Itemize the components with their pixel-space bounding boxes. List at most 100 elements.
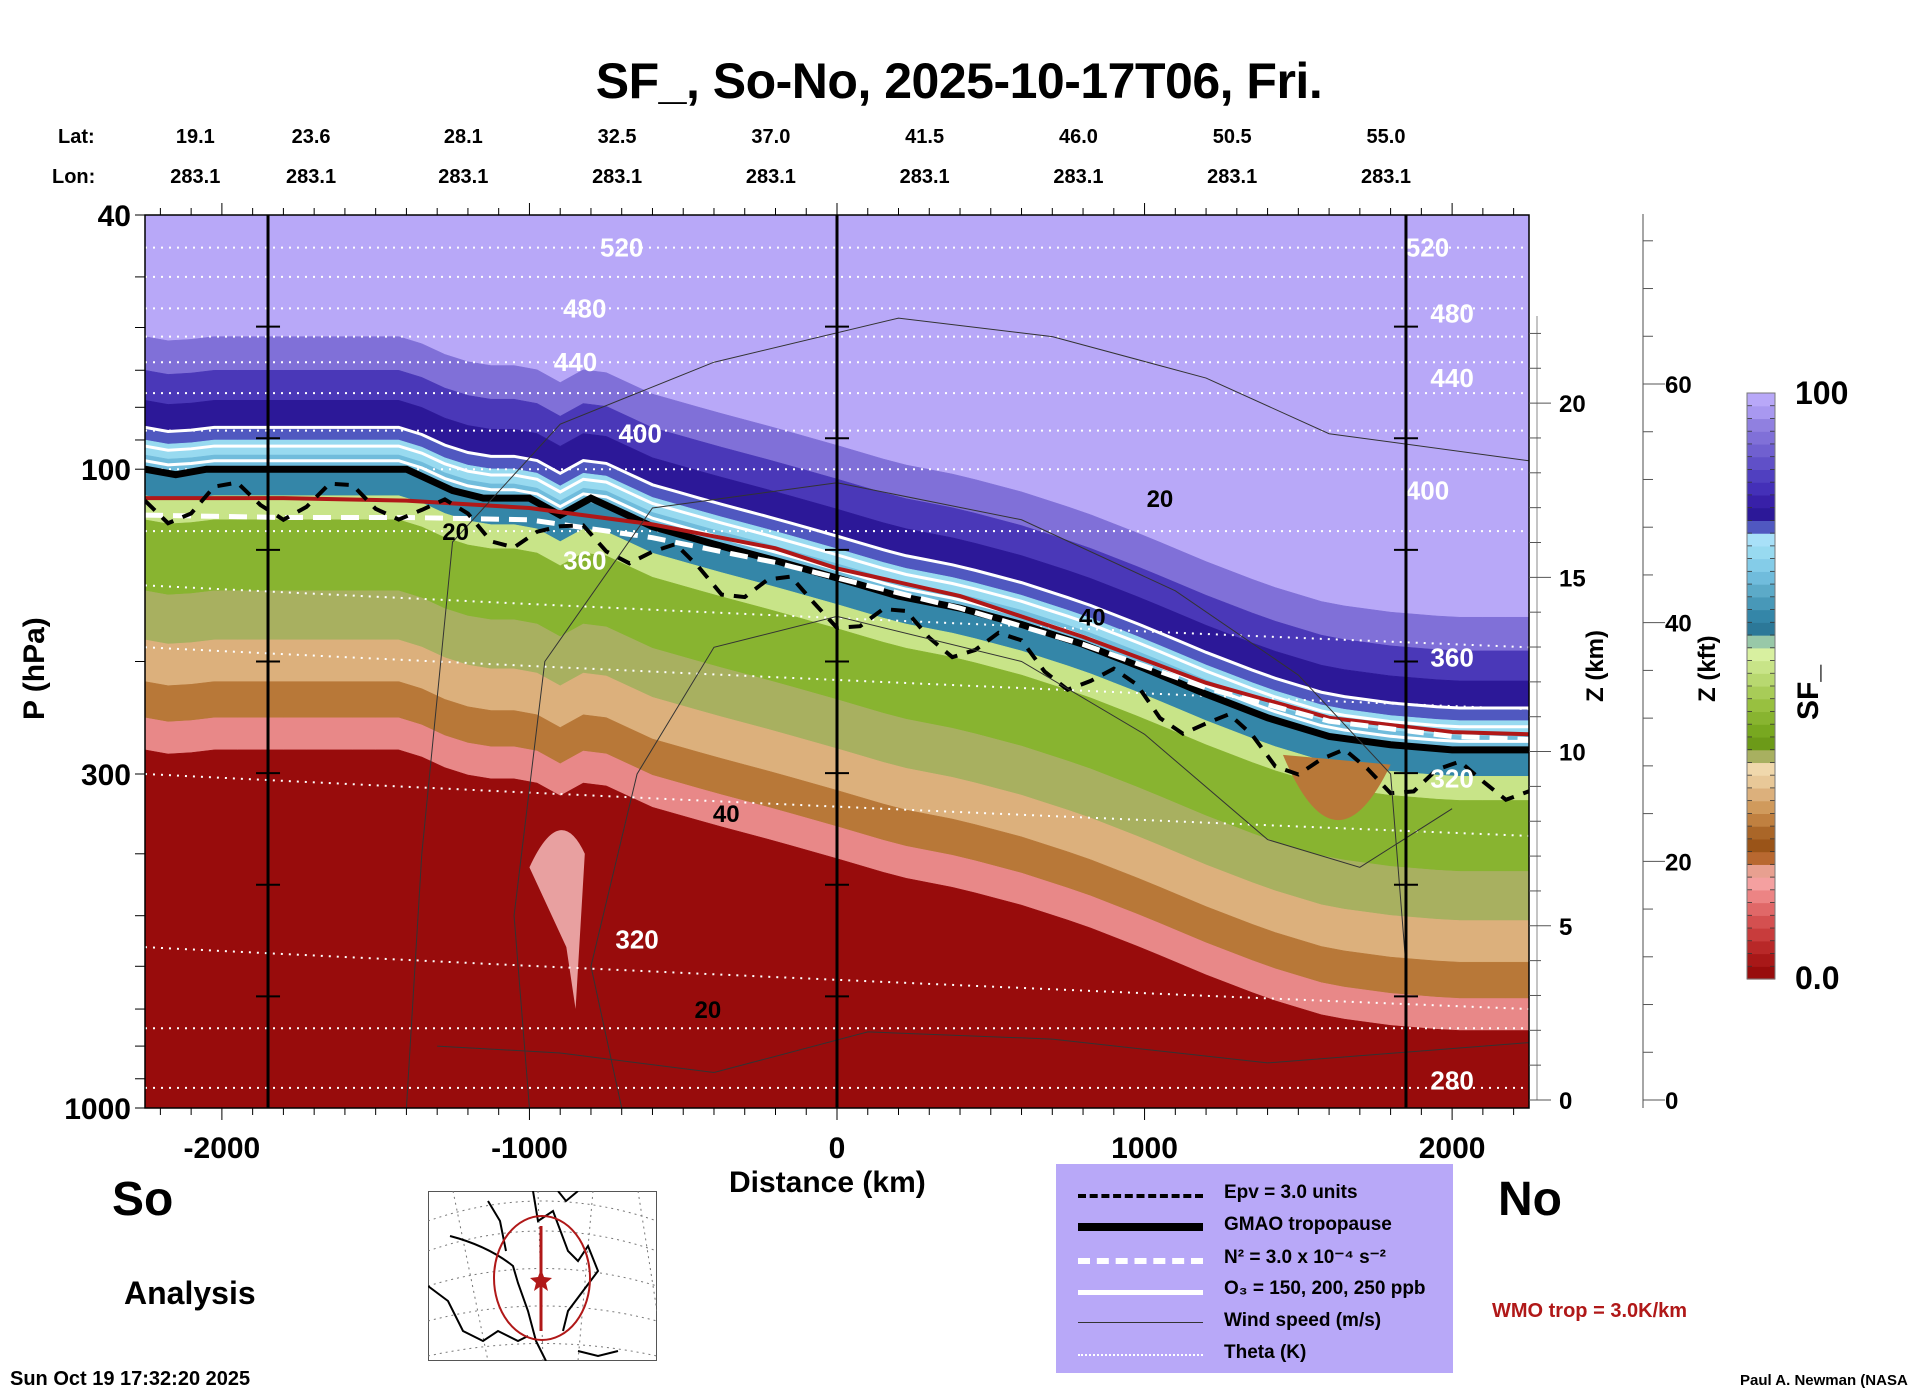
map-center-star-icon xyxy=(530,1269,552,1291)
y-tick-label: 300 xyxy=(81,759,131,792)
colorbar-swatch xyxy=(1747,940,1775,955)
colorbar-swatch xyxy=(1747,507,1775,521)
lon-label: 283.1 xyxy=(592,166,643,188)
north-label: No xyxy=(1498,1173,1562,1226)
lat-label: 19.1 xyxy=(175,126,215,148)
z-kft-axis-label: Z (kft) xyxy=(1694,635,1721,702)
colorbar-swatch xyxy=(1747,431,1775,445)
lon-label: 283.1 xyxy=(1053,166,1104,188)
colorbar-swatch xyxy=(1747,775,1775,789)
inset-map xyxy=(428,1191,657,1361)
lon-label: 283.1 xyxy=(1207,166,1258,188)
colorbar-swatch xyxy=(1747,736,1775,751)
theta-contour-label: 360 xyxy=(563,546,606,576)
colorbar-label: SF_ xyxy=(1792,664,1825,720)
colorbar xyxy=(1746,392,1776,980)
z-kft-tick-label: 0 xyxy=(1665,1088,1678,1115)
x-axis-label: Distance (km) xyxy=(729,1166,926,1199)
colorbar-swatch xyxy=(1747,826,1775,840)
lat-label: 41.5 xyxy=(905,126,945,148)
colorbar-swatch xyxy=(1747,953,1775,967)
colorbar-swatch xyxy=(1747,724,1775,738)
z-kft-tick-label: 40 xyxy=(1665,611,1692,638)
analysis-label: Analysis xyxy=(124,1275,256,1311)
axes: -2000 -1000 0 1000 2000 40 100 300 1000 0 5 10 15 20 0… xyxy=(64,200,1691,1165)
epv-line-icon xyxy=(1078,1194,1203,1198)
wind-line-icon xyxy=(1078,1322,1203,1323)
theta-contour-label: 320 xyxy=(615,925,658,955)
timestamp: Sun Oct 19 17:32:20 2025 xyxy=(10,1368,251,1390)
colorbar-swatch xyxy=(1747,609,1775,623)
lon-label: 283.1 xyxy=(745,166,796,188)
colorbar-max-label: 100 xyxy=(1795,375,1849,411)
south-label: So xyxy=(112,1173,174,1226)
lat-label: 50.5 xyxy=(1212,126,1252,148)
colorbar-swatch xyxy=(1747,749,1775,764)
colorbar-swatch xyxy=(1747,443,1775,458)
y-axis-label: P (hPa) xyxy=(18,617,51,720)
lat-label: 32.5 xyxy=(597,126,637,148)
chart-title: SF_, So-No, 2025-10-17T06, Fri. xyxy=(595,53,1323,109)
theta-contour-label: 520 xyxy=(600,233,643,263)
theta-contour-label: 320 xyxy=(1430,764,1473,794)
legend: Epv = 3.0 units GMAO tropopause N² = 3.0… xyxy=(1056,1164,1453,1373)
colorbar-swatch xyxy=(1747,558,1775,572)
colorbar-swatch xyxy=(1747,673,1775,687)
colorbar-swatch xyxy=(1747,813,1775,827)
o3-line-icon xyxy=(1078,1290,1203,1295)
sf-intrusion xyxy=(529,830,585,1010)
x-tick-label: 1000 xyxy=(1111,1132,1178,1165)
x-tick-label: -2000 xyxy=(184,1132,261,1165)
wind-contour-label: 40 xyxy=(1079,604,1106,631)
colorbar-swatch xyxy=(1747,686,1775,700)
z-kft-tick-label: 60 xyxy=(1665,372,1692,399)
wind-contour-label: 20 xyxy=(694,997,721,1024)
colorbar-swatch xyxy=(1747,711,1775,725)
theta-contour-label: 440 xyxy=(554,347,597,377)
theta-contour-label: 520 xyxy=(1406,233,1449,263)
lon-label: 283.1 xyxy=(438,166,489,188)
colorbar-swatch xyxy=(1747,482,1775,496)
colorbar-swatch xyxy=(1747,584,1775,598)
colorbar-swatch xyxy=(1747,889,1775,904)
theta-contour-label: 400 xyxy=(1406,476,1449,506)
z-km-tick-label: 15 xyxy=(1559,565,1586,592)
lat-prefix: Lat: xyxy=(58,126,95,148)
legend-item-wind: Wind speed (m/s) xyxy=(1056,1306,1453,1338)
colorbar-min-label: 0.0 xyxy=(1795,960,1840,996)
lat-label: 23.6 xyxy=(291,126,331,148)
colorbar-swatch xyxy=(1747,762,1775,776)
credit-label: Paul A. Newman (NASA xyxy=(1740,1372,1908,1389)
colorbar-swatch xyxy=(1747,660,1775,674)
lon-label: 283.1 xyxy=(899,166,950,188)
colorbar-swatch xyxy=(1747,545,1775,560)
lat-label: 37.0 xyxy=(751,126,791,148)
colorbar-swatch xyxy=(1747,393,1775,407)
theta-contour-label: 360 xyxy=(1430,642,1473,672)
lat-label: 46.0 xyxy=(1058,126,1098,148)
colorbar-swatch xyxy=(1747,635,1775,649)
colorbar-swatch xyxy=(1747,851,1775,865)
z-kft-tick-label: 20 xyxy=(1665,849,1692,876)
theta-contour-label: 440 xyxy=(1430,363,1473,393)
colorbar-swatch xyxy=(1747,838,1775,853)
theta-contour-label: 400 xyxy=(618,419,661,449)
lon-label: 283.1 xyxy=(1360,166,1412,188)
wind-speed-contour xyxy=(590,615,1453,1108)
x-tick-label: 2000 xyxy=(1419,1132,1486,1165)
wind-speed-contour xyxy=(513,482,1407,1108)
z-km-axis-label: Z (km) xyxy=(1582,630,1609,702)
wind-contour-label: 40 xyxy=(713,801,740,828)
lon-prefix: Lon: xyxy=(52,166,96,188)
y-tick-label: 40 xyxy=(98,200,131,233)
z-km-tick-label: 5 xyxy=(1559,914,1572,941)
colorbar-swatch xyxy=(1747,622,1775,636)
y-tick-label: 1000 xyxy=(64,1093,131,1126)
lon-label: 283.1 xyxy=(170,166,221,188)
colorbar-swatch xyxy=(1747,928,1775,942)
colorbar-swatch xyxy=(1747,571,1775,585)
colorbar-frame xyxy=(1746,392,1776,980)
lat-label: 28.1 xyxy=(443,126,483,148)
wind-speed-contour xyxy=(405,317,1529,1108)
